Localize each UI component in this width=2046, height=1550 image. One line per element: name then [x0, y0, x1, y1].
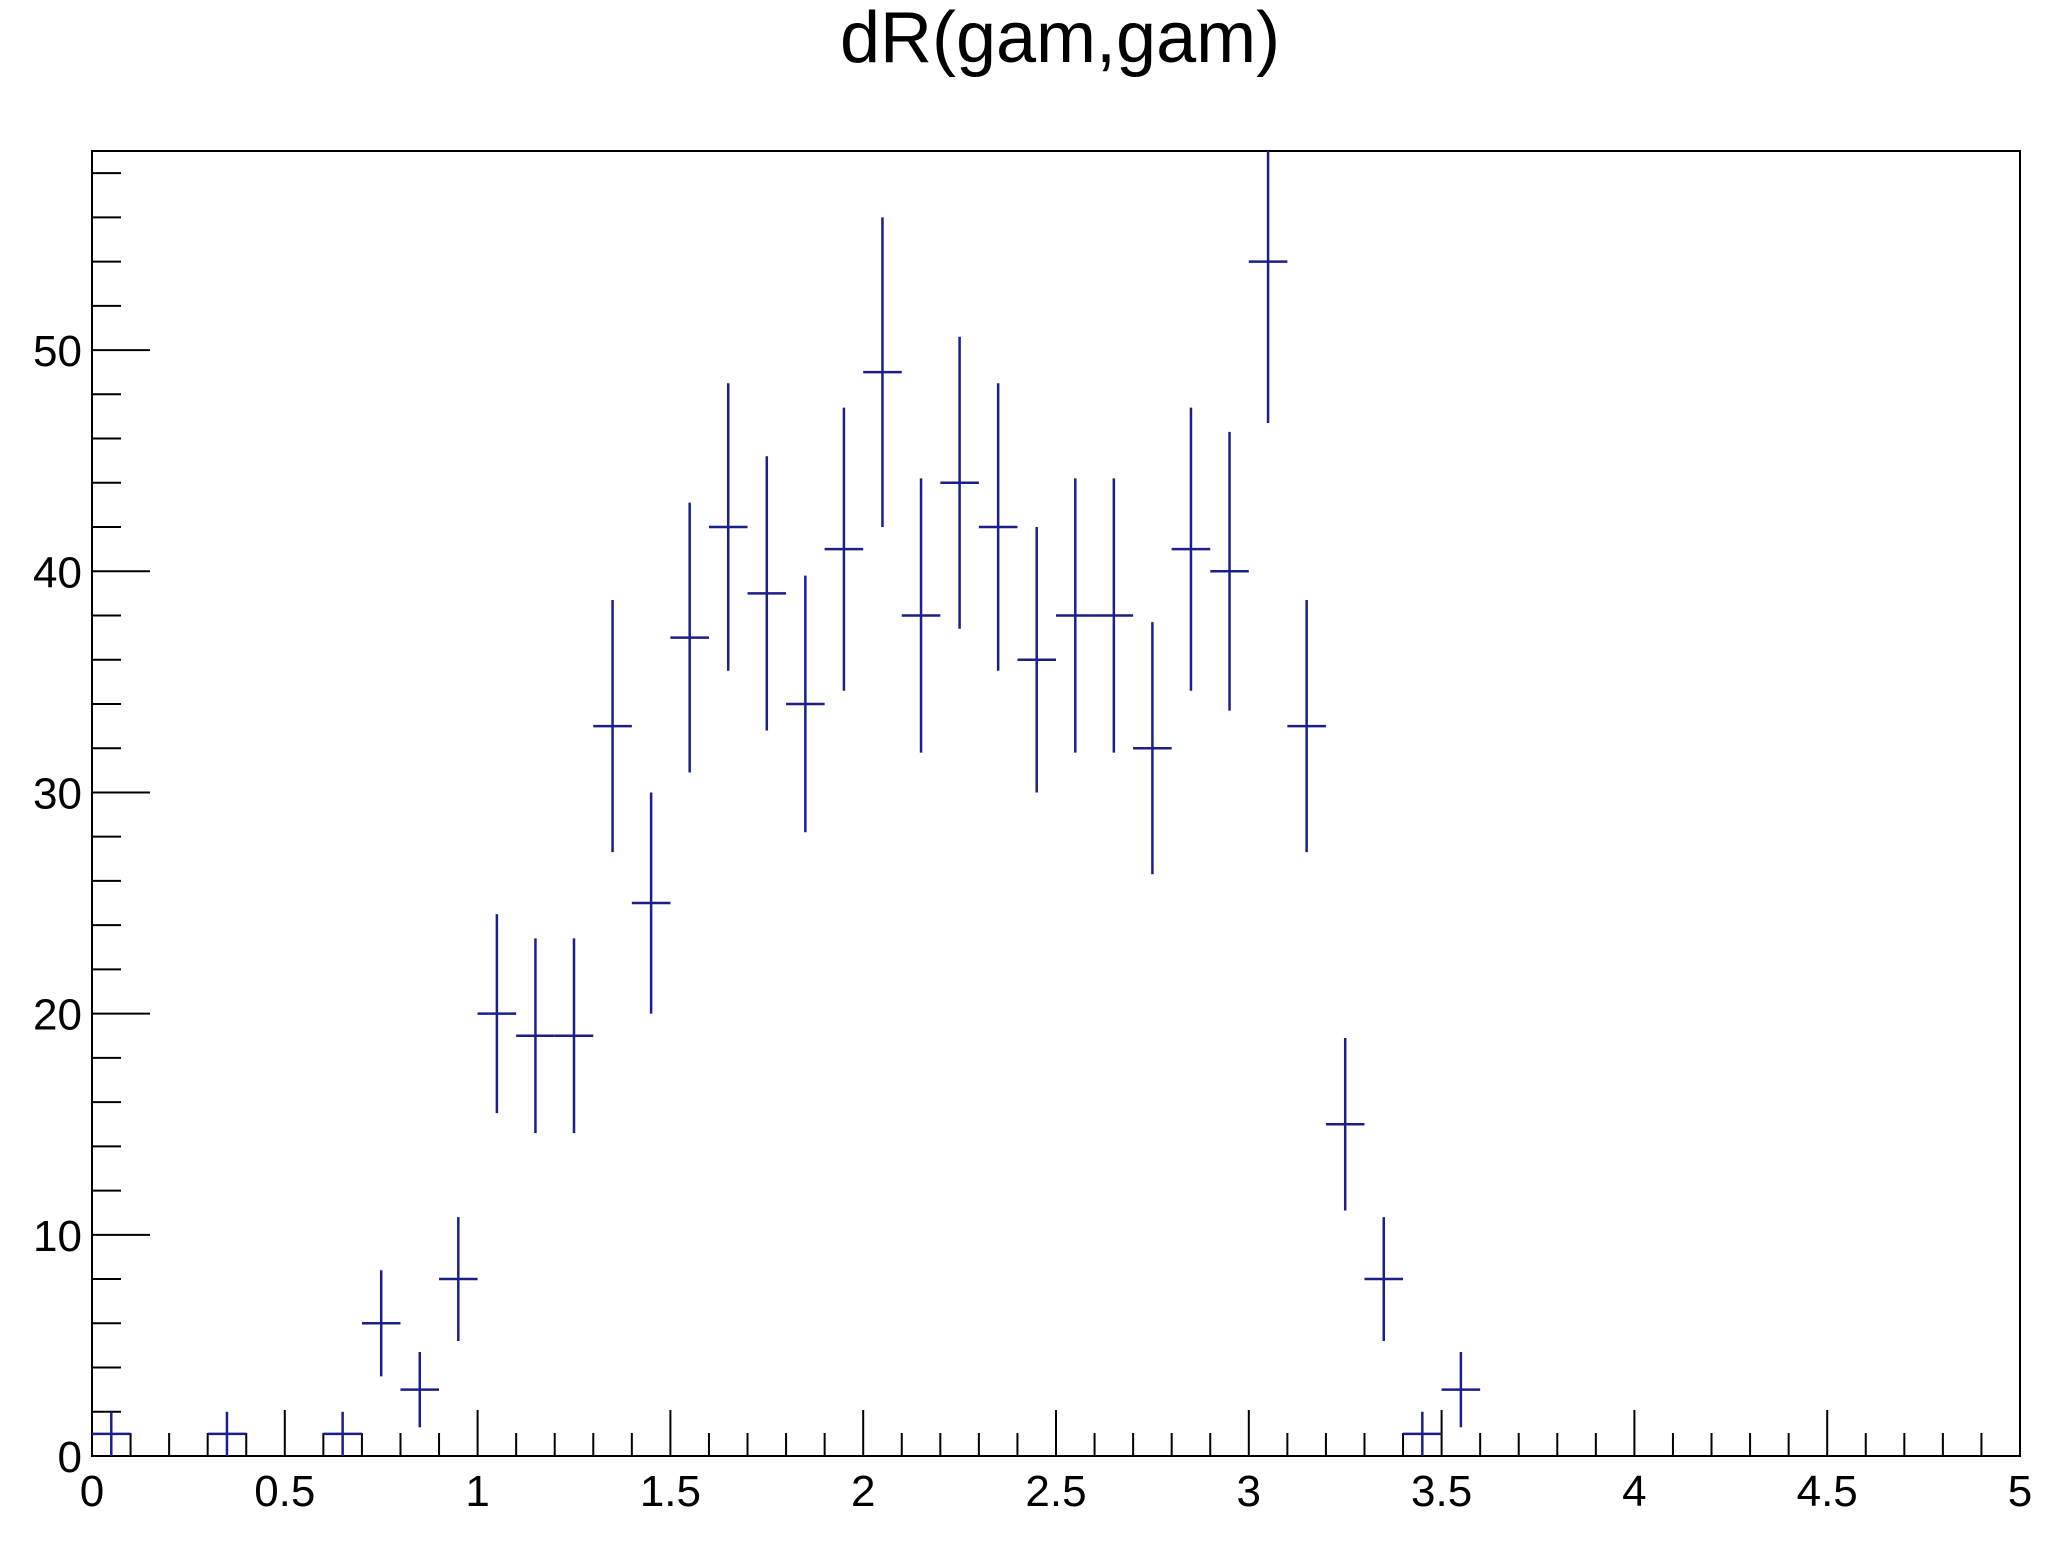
x-tick-label: 1.5 [640, 1467, 701, 1516]
data-point [554, 938, 594, 1134]
data-point [477, 914, 517, 1114]
data-point [92, 1411, 131, 1456]
data-point [901, 478, 941, 753]
data-point [400, 1352, 440, 1428]
data-point [1133, 622, 1172, 875]
data-point [708, 383, 748, 671]
data-point [1056, 478, 1095, 753]
chart-title: dR(gam,gam) [840, 0, 1280, 78]
data-point [863, 217, 902, 528]
data-point [786, 575, 825, 833]
x-tick-label: 0.5 [254, 1467, 315, 1516]
data-point [516, 938, 555, 1134]
x-tick-label: 4.5 [1797, 1467, 1858, 1516]
data-point [670, 502, 709, 773]
data-point [1441, 1352, 1481, 1428]
data-series [92, 151, 1481, 1456]
data-point [323, 1411, 362, 1456]
x-tick-label: 5 [2008, 1467, 2032, 1516]
x-tick-label: 2.5 [1025, 1467, 1086, 1516]
data-point [1171, 407, 1211, 691]
data-point [207, 1411, 247, 1456]
data-point [593, 600, 632, 853]
data-point [1094, 478, 1134, 753]
y-tick-label: 30 [33, 769, 82, 818]
data-point [631, 792, 671, 1014]
y-tick-label: 50 [33, 327, 82, 376]
data-point [940, 336, 979, 629]
data-point [361, 1270, 401, 1377]
data-point [439, 1217, 478, 1341]
data-point [1210, 431, 1249, 711]
x-tick-label: 2 [851, 1467, 875, 1516]
plot-frame [91, 150, 2021, 1457]
x-tick-label: 4 [1622, 1467, 1646, 1516]
y-tick-label: 0 [58, 1433, 82, 1482]
x-tick-label: 3 [1237, 1467, 1261, 1516]
data-point [1287, 600, 1326, 853]
data-point [1364, 1217, 1404, 1341]
data-point [1403, 1411, 1442, 1456]
y-tick-label: 20 [33, 991, 82, 1040]
data-point [1325, 1037, 1365, 1211]
data-point [1248, 151, 1288, 424]
x-tick-label: 3.5 [1411, 1467, 1472, 1516]
x-tick-label: 0 [80, 1467, 104, 1516]
data-point [1017, 527, 1056, 793]
y-tick-label: 40 [33, 548, 82, 597]
data-point [747, 456, 787, 731]
x-axis: 0 0.5 1 1.5 2 2.5 3 3.5 4 4.5 5 [80, 1410, 2032, 1516]
x-tick-label: 1 [465, 1467, 489, 1516]
data-point [824, 407, 864, 691]
data-point [978, 383, 1018, 671]
y-tick-label: 10 [33, 1212, 82, 1261]
y-axis: 0 10 20 30 40 50 [33, 172, 150, 1482]
